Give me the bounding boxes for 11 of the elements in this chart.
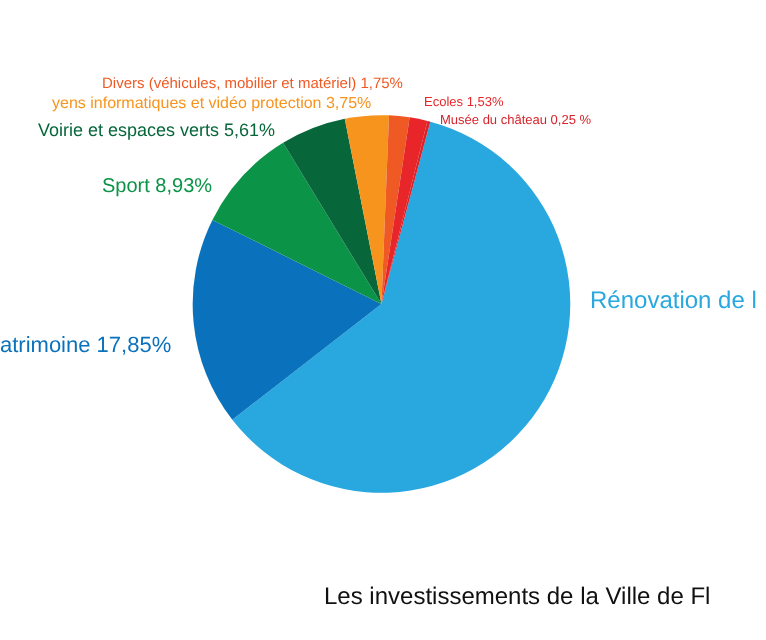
slice-label: yens informatiques et vidéo protection 3,75% [52,94,372,112]
pie-slice [344,115,390,304]
slice-label: atrimoine 17,85% [0,334,172,358]
pie-slice [212,142,382,304]
slice-label: Sport 8,93% [102,176,213,198]
text: Les investissements de la Ville de Fl [324,582,711,610]
pie-slice [192,219,382,420]
slice-label: Voirie et espaces verts 5,61% [38,120,276,140]
slice-label: Rénovation de l [590,286,757,314]
pie-slice [283,118,382,304]
pie-slice [381,115,410,304]
